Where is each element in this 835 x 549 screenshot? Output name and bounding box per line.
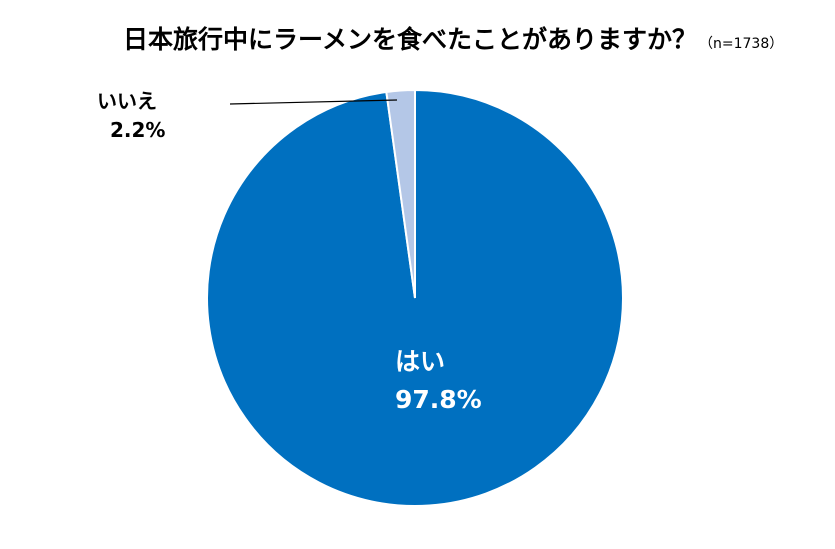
slice-label-yes: はい	[395, 347, 445, 376]
chart-sample-size: （n=1738）	[699, 36, 783, 52]
pie-labels: いいえ 2.2% はい 97.8%	[97, 89, 482, 414]
chart-title-group: 日本旅行中にラーメンを食べたことがありますか？ （n=1738）	[123, 25, 783, 54]
leader-line	[229, 99, 398, 105]
slice-value-no: 2.2%	[110, 118, 165, 142]
chart-title: 日本旅行中にラーメンを食べたことがありますか？	[123, 25, 697, 54]
slice-label-no: いいえ	[97, 89, 157, 113]
slice-value-yes: 97.8%	[395, 385, 482, 414]
pie-slices	[206, 88, 624, 507]
pie-slice-no	[385, 88, 416, 299]
